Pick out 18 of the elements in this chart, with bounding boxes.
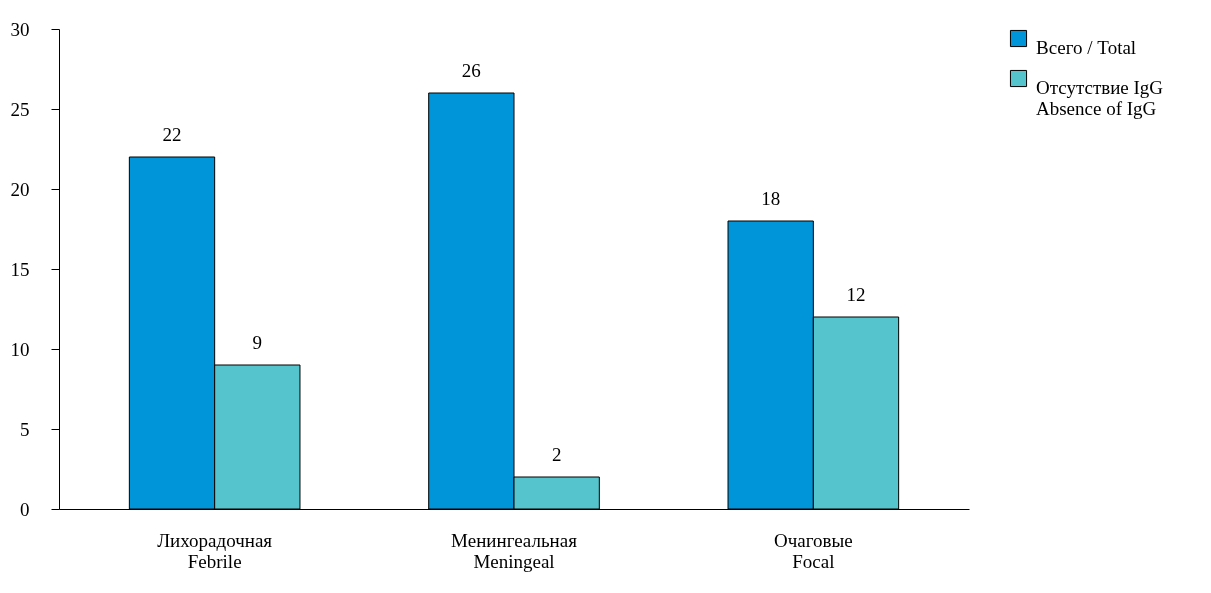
y-tick-label: 30: [10, 18, 30, 40]
y-tick-label: 10: [10, 338, 30, 360]
y-tick-label: 15: [10, 258, 30, 280]
data-label: 22: [162, 124, 182, 145]
data-label: 9: [252, 332, 263, 353]
y-tick-label: 20: [10, 178, 30, 200]
x-tick-label: Лихорадочная Febrile: [157, 529, 273, 572]
data-label: 12: [846, 284, 866, 305]
y-tick-label: 0: [20, 498, 30, 520]
y-tick-label: 25: [10, 98, 30, 120]
x-tick-label: Очаговые Focal: [773, 529, 853, 572]
legend-label: Отсутствие IgG Absence of IgG: [1036, 76, 1164, 119]
data-label: 2: [551, 444, 562, 465]
legend-label: Всего / Total: [1036, 36, 1137, 58]
data-label: 26: [461, 60, 481, 81]
x-tick-label: Менингеальная Meningeal: [451, 529, 578, 572]
y-tick-label: 5: [20, 418, 30, 440]
data-label: 18: [761, 188, 781, 209]
